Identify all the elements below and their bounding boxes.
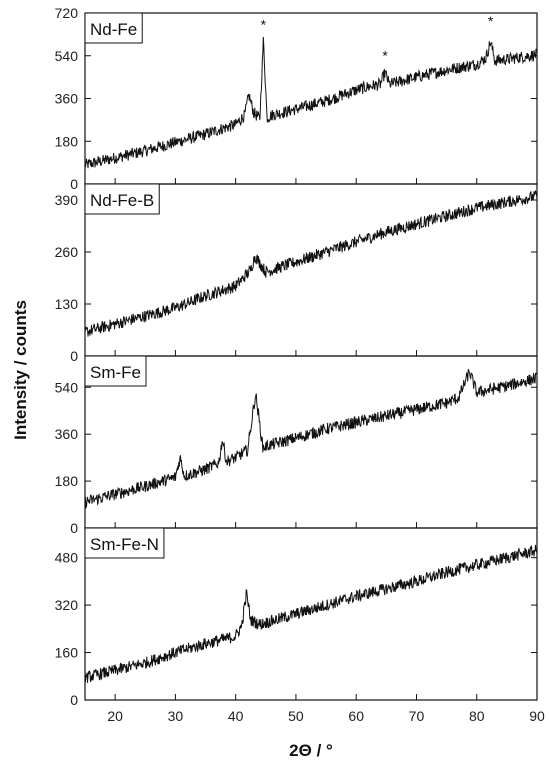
panel-label: Sm-Fe-N [90, 535, 159, 554]
series-line [84, 369, 538, 510]
y-tick-label: 180 [55, 473, 79, 489]
panel-label-box [84, 527, 165, 559]
panel-sm-fe: 0 180 360 540 Sm-Fe [55, 355, 538, 536]
panel-nd-fe: 0 180 360 540 720 Nd-Fe * * * [55, 5, 538, 192]
x-tick-label: 90 [529, 708, 545, 724]
y-tick-label: 0 [70, 348, 78, 364]
panel-label-box [84, 12, 143, 44]
peak-marker: * [261, 17, 267, 33]
panel-label-box [84, 183, 160, 215]
peak-marker: * [382, 48, 388, 64]
x-tick-label: 30 [168, 708, 184, 724]
series-line [84, 544, 538, 684]
peak-marker: * [488, 13, 494, 29]
panel-nd-fe-b: 0 130 260 390 Nd-Fe-B [55, 183, 538, 364]
x-tick-label: 20 [107, 708, 123, 724]
panel-label: Sm-Fe [90, 363, 141, 382]
y-tick-label: 540 [55, 379, 79, 395]
plot-layer: 0 180 360 540 720 Nd-Fe * * * 0 130 260 390 Nd-Fe-B 0 1… [55, 5, 545, 724]
panel-frame [84, 355, 538, 529]
series-line [84, 190, 538, 337]
x-axis-title: 2Θ / ° [289, 741, 333, 760]
y-tick-label: 720 [55, 5, 79, 21]
panel-label: Nd-Fe [90, 20, 137, 39]
y-tick-label: 260 [55, 244, 79, 260]
panel-label: Nd-Fe-B [90, 191, 154, 210]
panel-frame [84, 527, 538, 701]
y-tick-label: 540 [55, 48, 79, 64]
y-axis-title: Intensity / counts [11, 300, 30, 440]
x-tick-label: 70 [409, 708, 425, 724]
panel-sm-fe-n: 0 160 320 480 Sm-Fe-N [55, 527, 538, 708]
x-tick-label: 50 [288, 708, 304, 724]
x-tick-label: 40 [228, 708, 244, 724]
y-tick-label: 0 [70, 692, 78, 708]
y-tick-label: 360 [55, 91, 79, 107]
y-tick-label: 160 [55, 645, 79, 661]
y-tick-label: 180 [55, 133, 79, 149]
y-tick-label: 0 [70, 176, 78, 192]
series-line [84, 36, 538, 169]
x-tick-label: 60 [348, 708, 364, 724]
x-tick-label: 80 [469, 708, 485, 724]
y-tick-label: 480 [55, 550, 79, 566]
y-tick-label: 0 [70, 520, 78, 536]
y-tick-label: 360 [55, 426, 79, 442]
y-tick-label: 390 [55, 192, 79, 208]
panel-label-box [84, 355, 147, 387]
panel-frame [84, 12, 538, 185]
y-tick-label: 130 [55, 296, 79, 312]
y-tick-label: 320 [55, 597, 79, 613]
